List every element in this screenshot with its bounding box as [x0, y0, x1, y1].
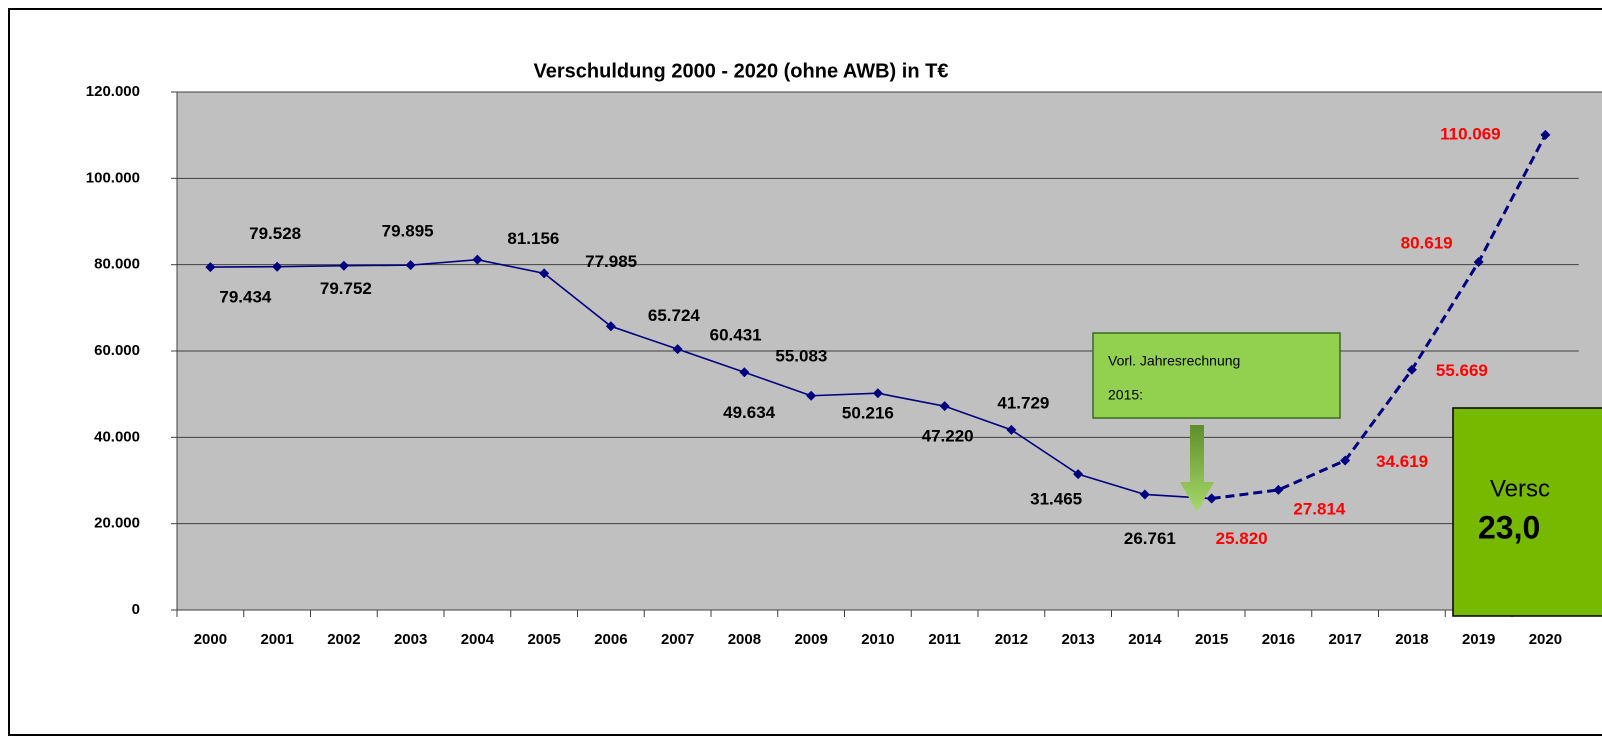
annotation-box: [1092, 332, 1341, 419]
data-label: 79.752: [320, 279, 372, 298]
x-tick-label: 2009: [794, 631, 827, 648]
data-label: 80.619: [1401, 233, 1453, 252]
x-tick-label: 2019: [1462, 631, 1495, 648]
annotation-text: Vorl. Jahresrechnung: [1108, 353, 1240, 369]
data-label: 77.985: [585, 252, 637, 271]
x-tick-label: 2013: [1061, 631, 1094, 648]
marker: [1139, 489, 1150, 500]
marker: [1006, 424, 1017, 435]
marker: [1540, 129, 1551, 140]
x-tick-label: 2018: [1395, 631, 1428, 648]
marker: [739, 367, 750, 378]
y-tick-label: 120.000: [86, 83, 140, 100]
data-label: 31.465: [1030, 490, 1082, 509]
line: [210, 258, 1212, 500]
x-tick-label: 2017: [1328, 631, 1361, 648]
marker: [338, 260, 349, 271]
x-tick-label: 2014: [1128, 631, 1162, 648]
marker: [1273, 484, 1284, 495]
data-label: 79.528: [249, 224, 301, 243]
x-tick-label: 2003: [394, 631, 427, 648]
data-label: 27.814: [1293, 499, 1346, 518]
annotation-text: 2015:: [1108, 387, 1143, 403]
x-tick-label: 2002: [327, 631, 360, 648]
x-tick-label: 2015: [1195, 631, 1228, 648]
marker: [672, 344, 683, 355]
data-label: 81.156: [507, 229, 559, 248]
y-tick-label: 100.000: [86, 169, 140, 186]
line: [1211, 134, 1547, 501]
data-label: 55.669: [1436, 361, 1488, 380]
data-label: 34.619: [1376, 452, 1428, 471]
data-label: 79.895: [382, 222, 434, 241]
arrow: [1180, 425, 1214, 512]
y-tick-label: 20.000: [94, 515, 140, 532]
marker: [1406, 364, 1417, 375]
data-label: 47.220: [922, 427, 974, 446]
x-tick-label: 2000: [194, 631, 227, 648]
y-tick-label: 40.000: [94, 428, 140, 445]
y-tick-label: 0: [132, 601, 140, 618]
marker: [405, 260, 416, 271]
marker: [539, 268, 550, 279]
marker: [272, 261, 283, 272]
marker: [605, 321, 616, 332]
data-label: 55.083: [775, 347, 827, 366]
marker: [205, 262, 216, 273]
marker: [1073, 469, 1084, 480]
marker: [1473, 256, 1484, 267]
x-tick-label: 2011: [928, 631, 961, 648]
x-tick-label: 2010: [861, 631, 894, 648]
annotation-box: [1452, 407, 1602, 617]
x-tick-label: 2008: [728, 631, 761, 648]
data-label: 26.761: [1124, 529, 1176, 548]
data-label: 110.069: [1440, 124, 1501, 143]
marker: [872, 388, 883, 399]
y-tick-label: 80.000: [94, 256, 140, 273]
data-label: 60.431: [710, 326, 762, 345]
marker: [472, 254, 483, 265]
x-tick-label: 2012: [995, 631, 1028, 648]
data-label: 41.729: [997, 393, 1049, 412]
marker: [1206, 493, 1217, 504]
data-label: 50.216: [842, 404, 894, 423]
y-tick-label: 60.000: [94, 342, 140, 359]
data-label: 79.434: [219, 288, 272, 307]
marker: [939, 401, 950, 412]
x-tick-label: 2001: [260, 631, 293, 648]
chart-title: Verschuldung 2000 - 2020 (ohne AWB) in T…: [534, 60, 949, 82]
x-tick-label: 2004: [461, 631, 495, 648]
x-tick-label: 2016: [1262, 631, 1295, 648]
marker: [1340, 455, 1351, 466]
data-label: 49.634: [723, 403, 776, 422]
x-tick-label: 2006: [594, 631, 627, 648]
marker: [806, 390, 817, 401]
x-tick-label: 2020: [1529, 631, 1562, 648]
data-label: 65.724: [648, 306, 701, 325]
annotation-text: Versc: [1490, 475, 1550, 502]
x-tick-label: 2005: [527, 631, 560, 648]
x-tick-label: 2007: [661, 631, 694, 648]
annotation-text: 23,0: [1478, 509, 1540, 545]
data-label: 25.820: [1216, 529, 1268, 548]
